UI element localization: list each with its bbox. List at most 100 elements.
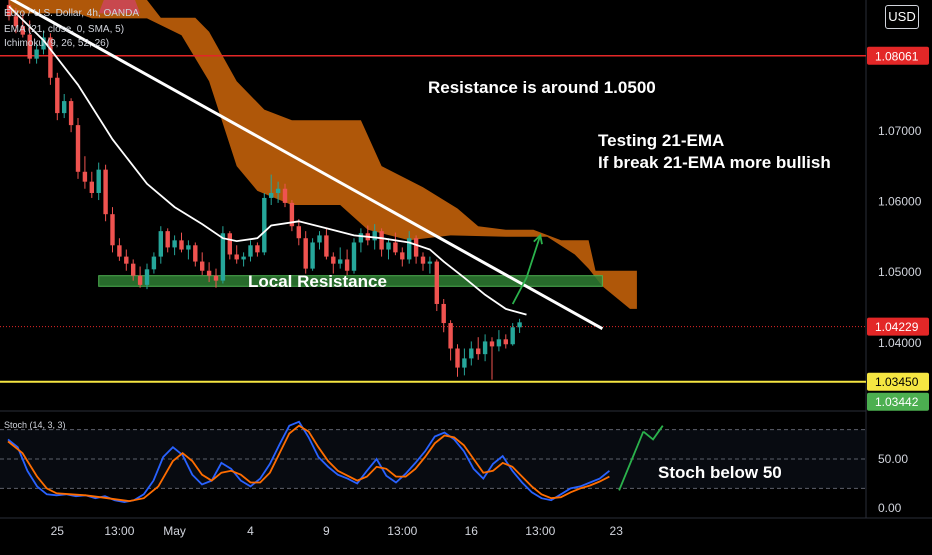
candle-body [255, 245, 260, 253]
price-label-box [867, 317, 929, 336]
ema-legend: EMA (21, close, 0, SMA, 5) [4, 24, 125, 35]
candle-body [179, 240, 184, 250]
candle-body [469, 348, 474, 359]
candle-body [151, 256, 157, 270]
candle-body [407, 238, 412, 260]
price-label-box [867, 392, 929, 411]
candle-body [110, 214, 115, 246]
time-tick-label: 9 [323, 524, 330, 538]
stoch-legend: Stoch (14, 3, 3) [4, 420, 66, 430]
candle-body [324, 235, 329, 257]
stoch-arrow-head [642, 425, 664, 441]
stoch-arrow [618, 431, 645, 491]
candle-body [262, 197, 267, 253]
candle-body [455, 348, 460, 368]
stoch-tick-label: 50.00 [878, 452, 908, 466]
candle-body [462, 358, 467, 368]
candle-body [289, 202, 295, 227]
candle-body [510, 327, 515, 345]
candle-body [193, 245, 198, 262]
price-axis: 1.07000 1.06000 1.05000 1.04000 1.08061 1.042… [867, 46, 929, 411]
time-axis: 25 13:00 May 4 9 13:00 16 13:00 23 [51, 524, 624, 538]
candle-body [503, 339, 508, 345]
candle-body [448, 323, 453, 349]
price-label-last: 1.04229 [867, 317, 929, 336]
candle-body [96, 169, 101, 193]
price-tick-label: 1.05000 [878, 265, 922, 279]
time-tick-label: 13:00 [387, 524, 417, 538]
candle-body [27, 34, 32, 59]
stoch-annotation: Stoch below 50 [658, 463, 782, 482]
candle-body [55, 77, 60, 114]
candle-body [358, 233, 364, 243]
candle-body [34, 49, 39, 59]
candle-body [517, 322, 522, 328]
candle-body [344, 259, 350, 271]
time-tick-label: 25 [51, 524, 65, 538]
time-tick-label: May [163, 524, 186, 538]
price-label-support: 1.03450 [867, 372, 929, 391]
annotation-resistance-level: Resistance is around 1.0500 [428, 78, 656, 97]
price-label-lower: 1.03442 [867, 392, 929, 411]
candle-body [62, 101, 67, 114]
candle-body [379, 231, 384, 250]
candle-body [338, 259, 343, 264]
candle-body [117, 245, 122, 257]
candle-body [186, 245, 191, 250]
candle-body [165, 231, 170, 248]
candle-body [234, 254, 239, 260]
annotation-testing-ema: Testing 21-EMA [598, 131, 725, 150]
price-tick-label: 1.06000 [878, 194, 922, 208]
candle-body [206, 270, 212, 276]
candle-body [317, 235, 322, 243]
ichimoku-cloud-bear-twist [98, 0, 141, 14]
candle-body [13, 16, 19, 27]
time-tick-label: 16 [465, 524, 479, 538]
candle-body [476, 348, 481, 355]
candle-body [20, 26, 25, 35]
time-tick-label: 13:00 [104, 524, 134, 538]
candle-body [489, 341, 495, 347]
price-label-box [867, 46, 929, 65]
candle-body [68, 101, 74, 126]
local-resistance-label: Local Resistance [248, 272, 387, 291]
candle-body [275, 188, 281, 193]
candle-body [158, 231, 163, 257]
candle-body [303, 238, 308, 269]
time-tick-label: 4 [247, 524, 254, 538]
stoch-line-d [7, 424, 610, 503]
currency-button[interactable]: USD [885, 5, 919, 29]
candle-body [82, 171, 88, 182]
candle-body [172, 240, 177, 248]
price-tick-label: 1.07000 [878, 124, 922, 138]
candles-group [6, 0, 522, 380]
candle-body [41, 37, 46, 50]
candle-body [241, 256, 246, 260]
candle-body [413, 238, 419, 257]
candle-body [144, 269, 150, 285]
candle-body [227, 233, 232, 255]
candle-body [103, 169, 108, 215]
annotation-break-ema: If break 21-EMA more bullish [598, 153, 831, 172]
candle-body [420, 256, 426, 264]
candle-body [393, 242, 398, 253]
candle-body [131, 263, 136, 276]
price-label-text: 1.04229 [875, 320, 919, 334]
projection-arrow [511, 235, 542, 305]
ichimoku-cloud [9, 0, 637, 309]
candle-body [400, 252, 405, 260]
symbol-legend: Euro / U.S. Dollar, 4h, OANDA [4, 8, 140, 19]
candle-body [351, 242, 357, 271]
ema-21-line [8, 5, 527, 316]
projection-arrow-head [533, 233, 543, 245]
candle-body [220, 233, 226, 281]
candle-body [434, 261, 439, 304]
price-label-resistance: 1.08061 [867, 46, 929, 65]
candle-body [6, 4, 12, 17]
price-label-box [867, 372, 929, 391]
candle-body [496, 339, 502, 347]
candle-body [441, 303, 446, 324]
downtrend-line [9, 0, 604, 331]
